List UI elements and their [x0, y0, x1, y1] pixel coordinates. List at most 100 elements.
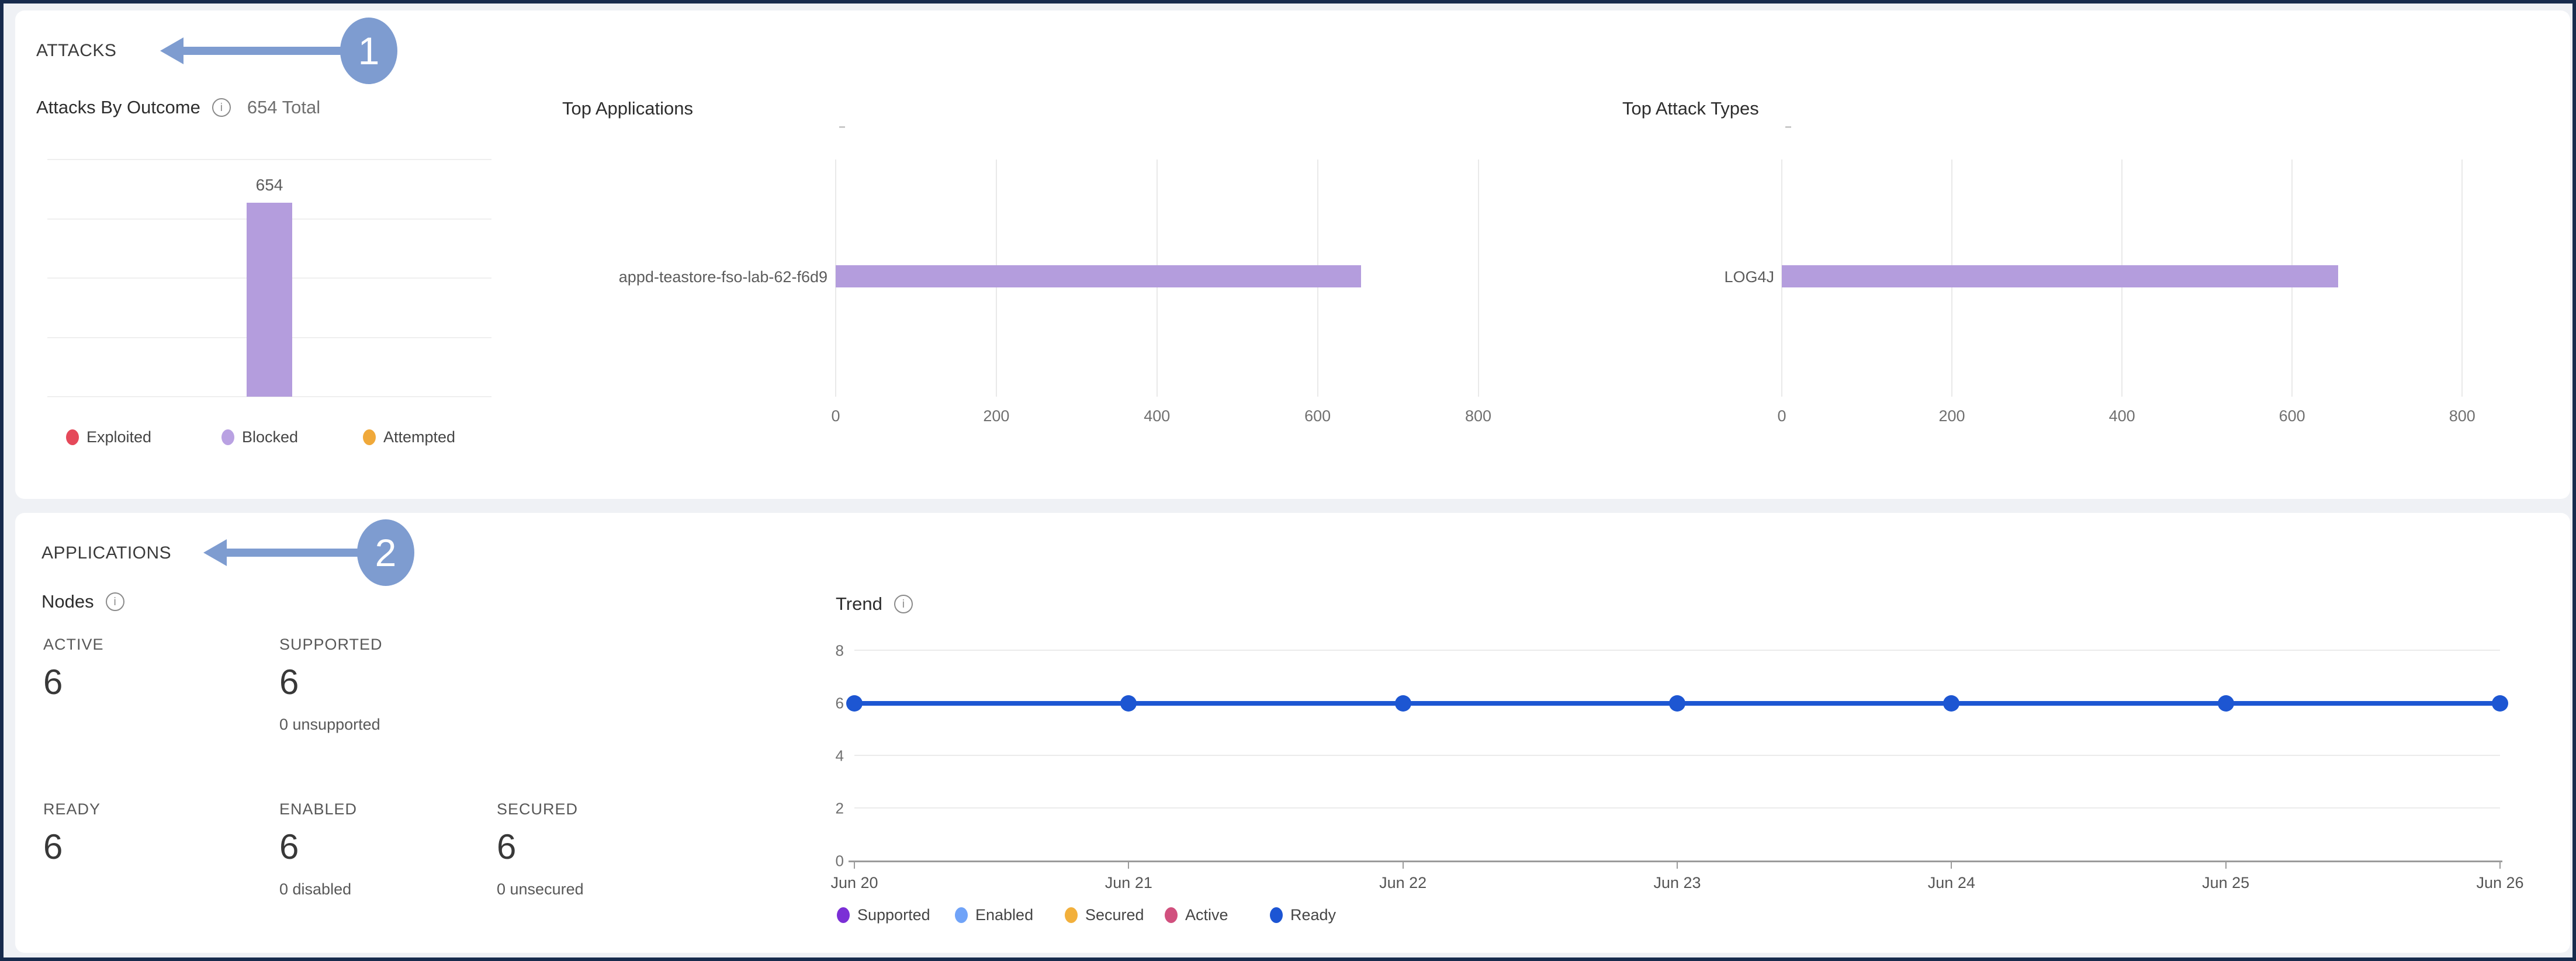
legend-item-active[interactable]: Active [1165, 906, 1228, 924]
category-bar[interactable] [1782, 265, 2338, 287]
gridline [854, 650, 2500, 651]
x-axis-tick-label: Jun 25 [2202, 874, 2250, 891]
metric-caption: READY [43, 800, 101, 818]
metric-value: 6 [279, 662, 299, 702]
supported-dot-icon [837, 907, 850, 923]
step-badge-2: 2 [357, 519, 414, 586]
x-axis-tick-label: 600 [2279, 407, 2305, 425]
gridline [854, 755, 2500, 756]
blocked-dot-icon [221, 429, 234, 445]
y-axis-tick-label: 8 [835, 641, 844, 660]
trend-point[interactable] [1120, 695, 1137, 712]
metric-sub: 0 unsecured [497, 880, 584, 898]
x-axis-tick-label: 600 [1304, 407, 1331, 425]
x-axis-tick [854, 861, 855, 869]
attacks-section-label: ATTACKS [36, 41, 117, 60]
trend-plot: 0 2 4 6 8 Jun 20 Jun 21 Jun 22 Jun 23 Jun 24 Jun 2… [830, 642, 2523, 892]
x-axis-tick [1402, 861, 1404, 869]
gridline [47, 396, 491, 397]
trend-x-axis [849, 861, 2502, 862]
outcome-bar[interactable] [247, 203, 292, 397]
trend-point[interactable] [2217, 695, 2234, 712]
nodes-header: Nodes i [41, 591, 124, 612]
trend-point[interactable] [1669, 695, 1685, 712]
top-applications-category-label: appd-teastore-fso-lab-62-f6d9 [618, 268, 827, 286]
category-bar[interactable] [836, 265, 1361, 287]
x-axis-tick-label: Jun 20 [830, 874, 878, 891]
metric-caption: ACTIVE [43, 636, 104, 653]
arrow-left-icon [160, 37, 183, 64]
attacks-by-outcome-plot: 654 [47, 159, 491, 397]
x-axis-tick-label: Jun 24 [1927, 874, 1975, 891]
legend-label: Enabled [975, 906, 1034, 924]
x-axis-tick [1128, 861, 1130, 869]
x-axis-tick-label: Jun 22 [1379, 874, 1427, 891]
x-axis-tick-label: Jun 26 [2476, 874, 2524, 891]
gridline [854, 807, 2500, 809]
trend-title: Trend [836, 594, 882, 614]
info-icon[interactable]: i [894, 595, 913, 613]
trend-point[interactable] [1394, 695, 1411, 712]
x-axis-tick-label: 200 [1938, 407, 1965, 425]
top-attack-types-header: Top Attack Types [1622, 98, 1759, 119]
x-axis-tick [1951, 861, 1952, 869]
x-axis-tick [2499, 861, 2501, 869]
top-attack-types-plot: 0 200 400 600 800 [1777, 159, 2551, 425]
metric-value: 6 [497, 827, 517, 866]
metric-ready: READY 6 [43, 800, 101, 866]
legend-label: Attempted [383, 428, 456, 446]
gridline [1477, 159, 1479, 397]
legend-item-enabled[interactable]: Enabled [955, 906, 1034, 924]
metric-value: 6 [279, 827, 299, 866]
metric-enabled: ENABLED 6 0 disabled [279, 800, 357, 898]
arrow-shaft [181, 47, 347, 55]
trend-header: Trend i [836, 594, 913, 615]
legend-item-secured[interactable]: Secured [1065, 906, 1144, 924]
secured-dot-icon [1065, 907, 1078, 923]
trend-point[interactable] [2492, 695, 2508, 712]
attacks-by-outcome-header: Attacks By Outcome i 654 Total [36, 97, 320, 118]
x-axis-tick-label: 0 [831, 407, 840, 425]
legend-item-supported[interactable]: Supported [837, 906, 930, 924]
attacks-total-label: 654 Total [247, 97, 321, 117]
y-axis-tick-label: 2 [835, 799, 844, 817]
x-axis-tick-label: 400 [1144, 407, 1171, 425]
applications-card: APPLICATIONS 2 Nodes i ACTIVE 6 SUPPORTE… [15, 513, 2570, 953]
info-icon[interactable]: i [212, 98, 231, 117]
y-axis-tick-label: 0 [835, 852, 844, 870]
arrow-left-icon [203, 539, 227, 566]
top-applications-plot: 0 200 400 600 800 [831, 159, 1517, 425]
info-icon[interactable]: i [105, 592, 124, 611]
legend-item-blocked[interactable]: Blocked [221, 428, 298, 446]
x-axis-tick-label: 400 [2108, 407, 2135, 425]
legend-item-ready[interactable]: Ready [1270, 906, 1337, 924]
x-axis-tick-label: 800 [2449, 407, 2475, 425]
metric-caption: SECURED [497, 800, 579, 818]
attacks-by-outcome-title: Attacks By Outcome [36, 97, 200, 117]
top-attack-types-title: Top Attack Types [1622, 98, 1759, 119]
x-axis-tick-label: Jun 21 [1105, 874, 1152, 891]
legend-label: Ready [1290, 906, 1337, 924]
category-tick [1785, 126, 1791, 128]
applications-section-label: APPLICATIONS [41, 543, 172, 563]
gridline [2461, 159, 2463, 397]
metric-value: 6 [43, 662, 63, 702]
x-axis-tick-label: 0 [1777, 407, 1786, 425]
legend-item-exploited[interactable]: Exploited [66, 428, 152, 446]
outcome-bar-value: 654 [255, 176, 283, 195]
gridline [47, 159, 491, 160]
ready-dot-icon [1270, 907, 1283, 923]
top-applications-header: Top Applications [562, 98, 693, 119]
y-axis-tick-label: 6 [835, 694, 844, 712]
metric-sub: 0 unsupported [279, 716, 380, 733]
category-tick [839, 126, 845, 128]
metric-caption: ENABLED [279, 800, 358, 818]
x-axis-tick [2225, 861, 2227, 869]
exploited-dot-icon [66, 429, 79, 445]
y-axis-tick-label: 4 [835, 747, 844, 765]
enabled-dot-icon [955, 907, 968, 923]
trend-point[interactable] [846, 695, 863, 712]
legend-item-attempted[interactable]: Attempted [363, 428, 456, 446]
legend-label: Exploited [86, 428, 152, 446]
trend-point[interactable] [1943, 695, 1960, 712]
